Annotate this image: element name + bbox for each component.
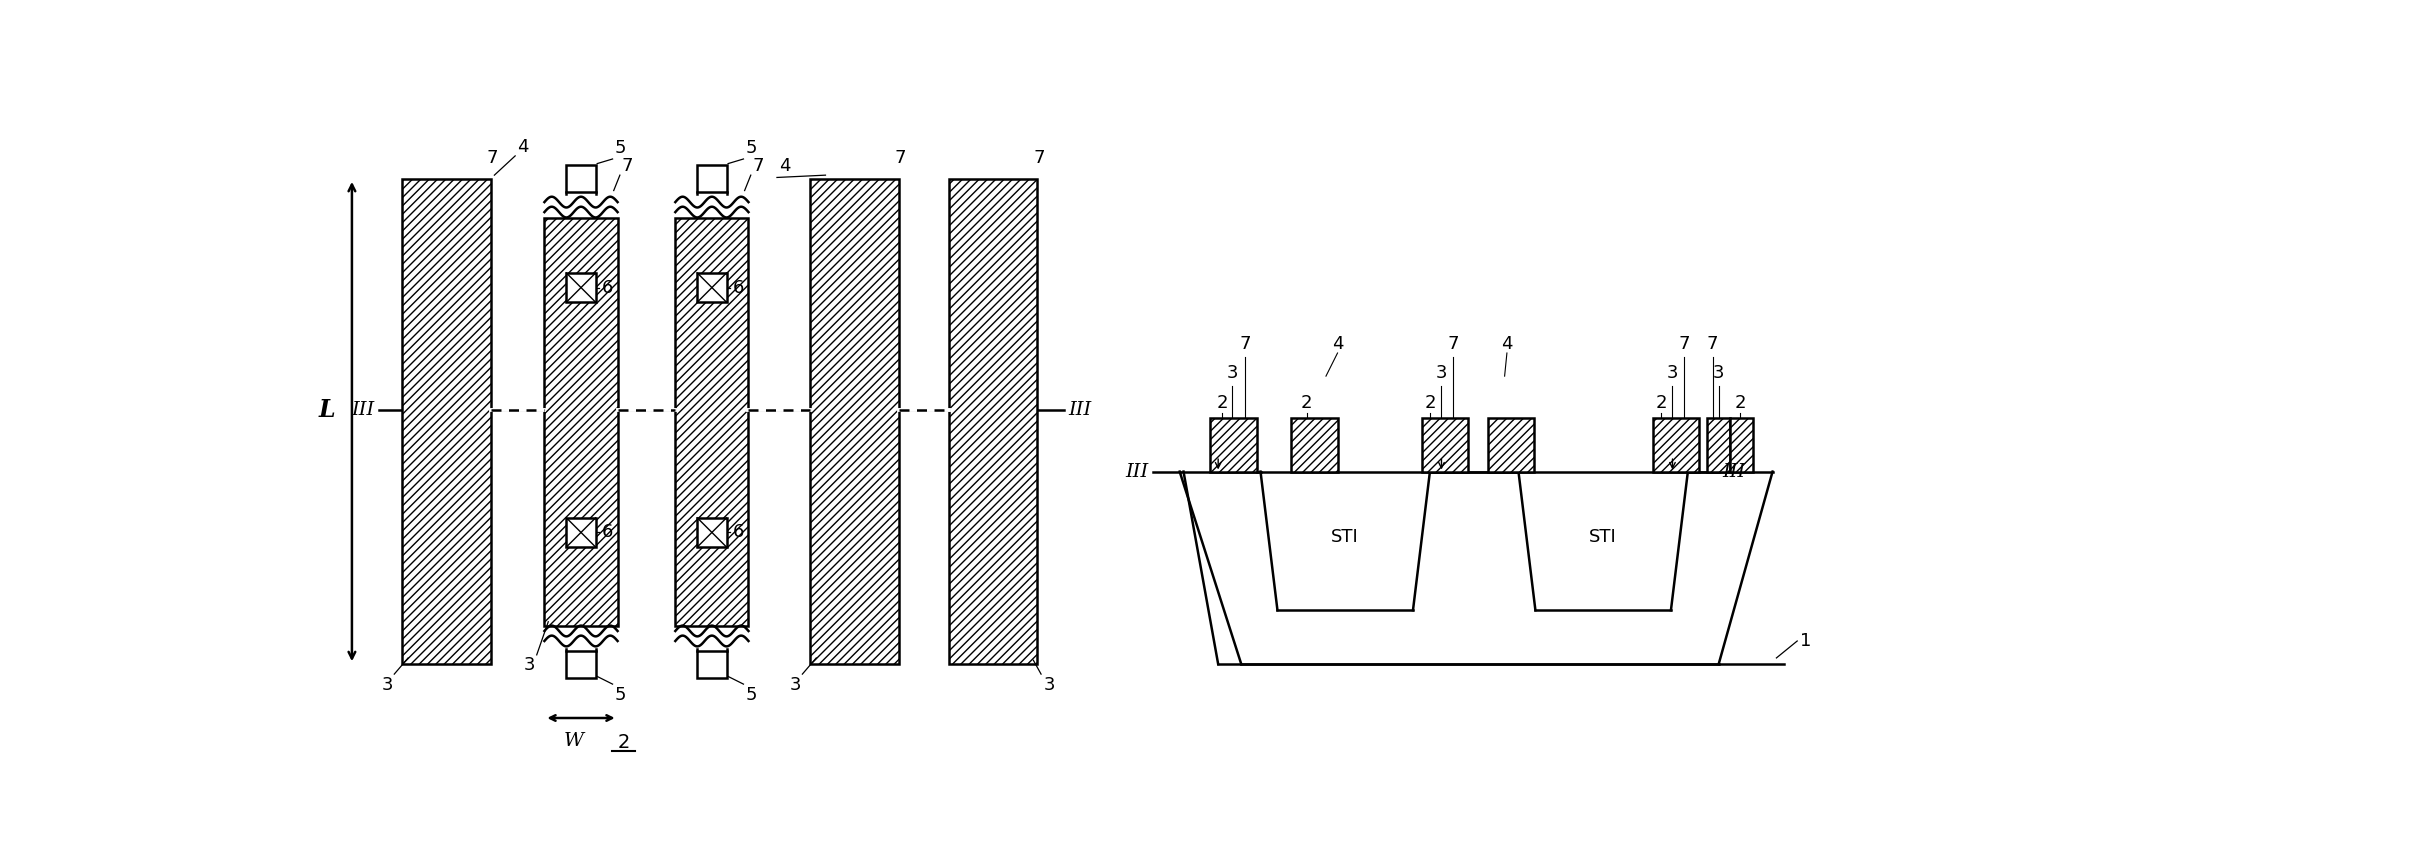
Bar xyxy=(403,179,490,664)
Bar xyxy=(1212,417,1258,472)
Text: 2: 2 xyxy=(617,734,629,752)
Text: 3: 3 xyxy=(1226,365,1238,382)
Text: 7: 7 xyxy=(1034,150,1044,167)
Bar xyxy=(697,518,726,547)
Text: 2: 2 xyxy=(1425,394,1435,411)
Text: 2: 2 xyxy=(1216,394,1229,411)
Bar xyxy=(566,518,595,547)
Bar xyxy=(949,179,1037,664)
Text: 5: 5 xyxy=(745,686,758,704)
Text: III: III xyxy=(1721,462,1746,480)
Text: 4: 4 xyxy=(517,138,529,156)
Text: 6: 6 xyxy=(602,279,614,297)
Text: 5: 5 xyxy=(614,139,626,157)
Bar xyxy=(697,273,726,303)
Text: 2: 2 xyxy=(1301,394,1314,411)
Text: L: L xyxy=(318,398,335,422)
Text: 7: 7 xyxy=(896,150,906,167)
Bar xyxy=(566,651,595,678)
Text: 7: 7 xyxy=(1707,335,1719,353)
Text: 7: 7 xyxy=(1447,335,1459,353)
Text: 6: 6 xyxy=(602,524,614,541)
Text: 6: 6 xyxy=(733,279,743,297)
Bar xyxy=(697,165,726,192)
Text: 4: 4 xyxy=(779,157,792,175)
Text: 3: 3 xyxy=(1044,676,1054,694)
Bar xyxy=(566,273,595,303)
Text: 3: 3 xyxy=(1666,365,1678,382)
Text: 7: 7 xyxy=(1678,335,1690,353)
Bar xyxy=(1731,417,1753,472)
Text: III: III xyxy=(1068,401,1090,419)
Text: 3: 3 xyxy=(1435,365,1447,382)
Text: III: III xyxy=(352,401,374,419)
Text: 2: 2 xyxy=(1734,394,1746,411)
Text: III: III xyxy=(1127,462,1148,480)
Text: 4: 4 xyxy=(1333,335,1343,353)
Text: 3: 3 xyxy=(1712,365,1724,382)
Text: 2: 2 xyxy=(1656,394,1666,411)
Bar xyxy=(544,218,617,626)
Text: 7: 7 xyxy=(1238,335,1250,353)
Text: 3: 3 xyxy=(381,676,393,694)
Text: 5: 5 xyxy=(745,139,758,157)
Text: W: W xyxy=(563,732,583,750)
Bar xyxy=(1488,417,1534,472)
Bar xyxy=(1707,417,1731,472)
Bar xyxy=(811,179,898,664)
Bar xyxy=(566,165,595,192)
Text: 7: 7 xyxy=(622,157,634,175)
Text: 5: 5 xyxy=(614,686,626,704)
Text: 3: 3 xyxy=(524,656,534,674)
Text: STI: STI xyxy=(1590,528,1617,546)
Bar xyxy=(1292,417,1338,472)
Text: 6: 6 xyxy=(733,524,743,541)
Text: 1: 1 xyxy=(1799,632,1811,650)
Text: STI: STI xyxy=(1331,528,1360,546)
Text: 7: 7 xyxy=(753,157,765,175)
Text: 4: 4 xyxy=(1501,335,1513,353)
Bar xyxy=(1423,417,1469,472)
Bar xyxy=(1653,417,1700,472)
Text: 7: 7 xyxy=(486,150,498,167)
Bar xyxy=(675,218,748,626)
Bar xyxy=(697,651,726,678)
Text: 3: 3 xyxy=(789,676,801,694)
